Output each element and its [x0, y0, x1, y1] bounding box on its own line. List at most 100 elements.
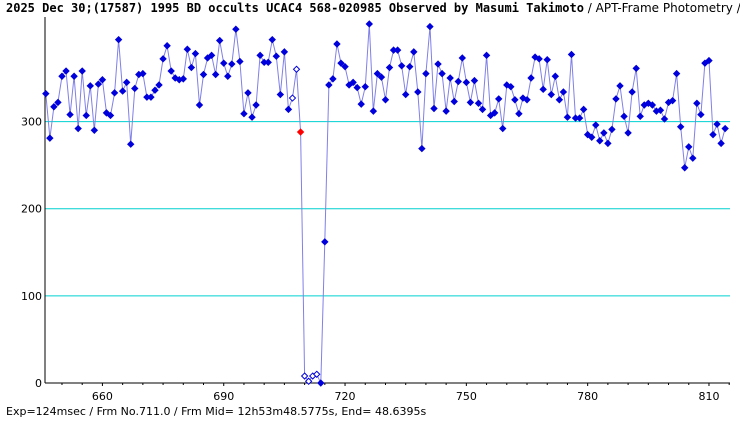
x-tick-label: 720: [335, 390, 356, 403]
data-point: [54, 98, 62, 107]
data-point: [179, 75, 188, 83]
data-point: [632, 64, 640, 73]
data-point: [58, 72, 66, 80]
data-point: [478, 105, 487, 114]
data-point: [163, 42, 171, 50]
data-point: [450, 97, 458, 106]
data-point: [397, 62, 406, 70]
data-point: [393, 46, 402, 54]
data-point: [624, 129, 632, 137]
data-point: [604, 139, 612, 148]
data-point: [563, 113, 572, 121]
data-point: [248, 113, 256, 121]
data-point: [46, 134, 54, 142]
data-point: [118, 87, 127, 95]
data-point: [535, 55, 543, 63]
data-point: [280, 48, 289, 56]
grid-lines: [45, 121, 730, 297]
data-point: [183, 45, 192, 53]
data-point: [672, 69, 681, 78]
data-point: [482, 51, 491, 60]
data-point: [110, 89, 119, 97]
data-point: [349, 78, 357, 87]
data-point: [381, 96, 390, 104]
data-point: [681, 164, 689, 172]
data-point: [353, 83, 361, 92]
data-point: [373, 69, 382, 78]
data-point-open: [292, 65, 301, 73]
data-point: [592, 121, 600, 129]
data-point: [414, 88, 422, 96]
data-point: [527, 74, 535, 82]
data-point: [705, 56, 713, 65]
axes: [44, 17, 730, 386]
chart-title: 2025 Dec 30;(17587) 1995 BD occults UCAC…: [6, 1, 584, 15]
y-tick-label: 200: [21, 203, 42, 216]
data-point: [474, 99, 483, 107]
data-point: [62, 67, 70, 75]
data-point: [713, 120, 721, 128]
data-point: [442, 107, 450, 115]
data-point: [547, 90, 555, 99]
data-point: [587, 133, 596, 141]
data-point: [252, 101, 260, 109]
data-point: [559, 88, 568, 96]
x-tick-label: 750: [456, 390, 477, 403]
data-point: [122, 78, 131, 87]
data-point-open: [313, 370, 321, 378]
data-point: [131, 84, 139, 93]
data-point: [600, 129, 608, 137]
data-point: [228, 60, 236, 68]
data-point: [365, 20, 374, 28]
data-point: [155, 81, 163, 89]
data-point: [685, 143, 693, 151]
data-point: [721, 124, 729, 133]
data-point: [211, 70, 220, 79]
data-point: [244, 89, 252, 97]
data-point: [377, 73, 386, 81]
data-point: [494, 95, 503, 103]
data-point: [240, 110, 248, 118]
data-point: [272, 52, 281, 60]
data-point: [127, 140, 135, 148]
data-point: [341, 62, 349, 71]
data-point: [220, 59, 228, 67]
chart-title-line: 2025 Dec 30;(17587) 1995 BD occults UCAC…: [6, 1, 740, 15]
data-point: [616, 82, 624, 90]
data-point: [612, 95, 620, 103]
data-point: [317, 379, 325, 387]
data-point: [551, 72, 560, 80]
data-point: [70, 72, 78, 80]
data-point: [167, 67, 175, 75]
x-tick-label: 660: [92, 390, 113, 403]
data-point: [620, 112, 628, 121]
data-point: [426, 22, 434, 31]
data-point: [90, 126, 99, 134]
data-point: [224, 72, 232, 80]
x-tick-label: 780: [577, 390, 598, 403]
data-point: [511, 96, 519, 104]
data-point: [284, 105, 293, 114]
x-tick-label: 690: [213, 390, 234, 403]
data-point: [42, 89, 50, 98]
data-point: [66, 110, 74, 119]
data-point: [106, 111, 115, 120]
data-point: [628, 88, 636, 96]
data-point: [357, 100, 365, 108]
data-point: [579, 105, 588, 114]
data-point: [693, 99, 701, 107]
data-point: [199, 70, 208, 79]
data-point: [361, 83, 369, 91]
data-point-open: [288, 94, 297, 102]
data-point: [321, 238, 329, 246]
data-point: [660, 115, 669, 123]
data-point: [515, 110, 523, 118]
data-point: [717, 139, 725, 148]
data-point: [276, 90, 285, 99]
data-point: [555, 96, 564, 104]
data-point: [401, 90, 410, 99]
tick-labels: 0 100 200 300 660 690 720 750 780 810: [21, 116, 719, 403]
data-point: [151, 86, 159, 94]
data-point: [329, 75, 337, 83]
